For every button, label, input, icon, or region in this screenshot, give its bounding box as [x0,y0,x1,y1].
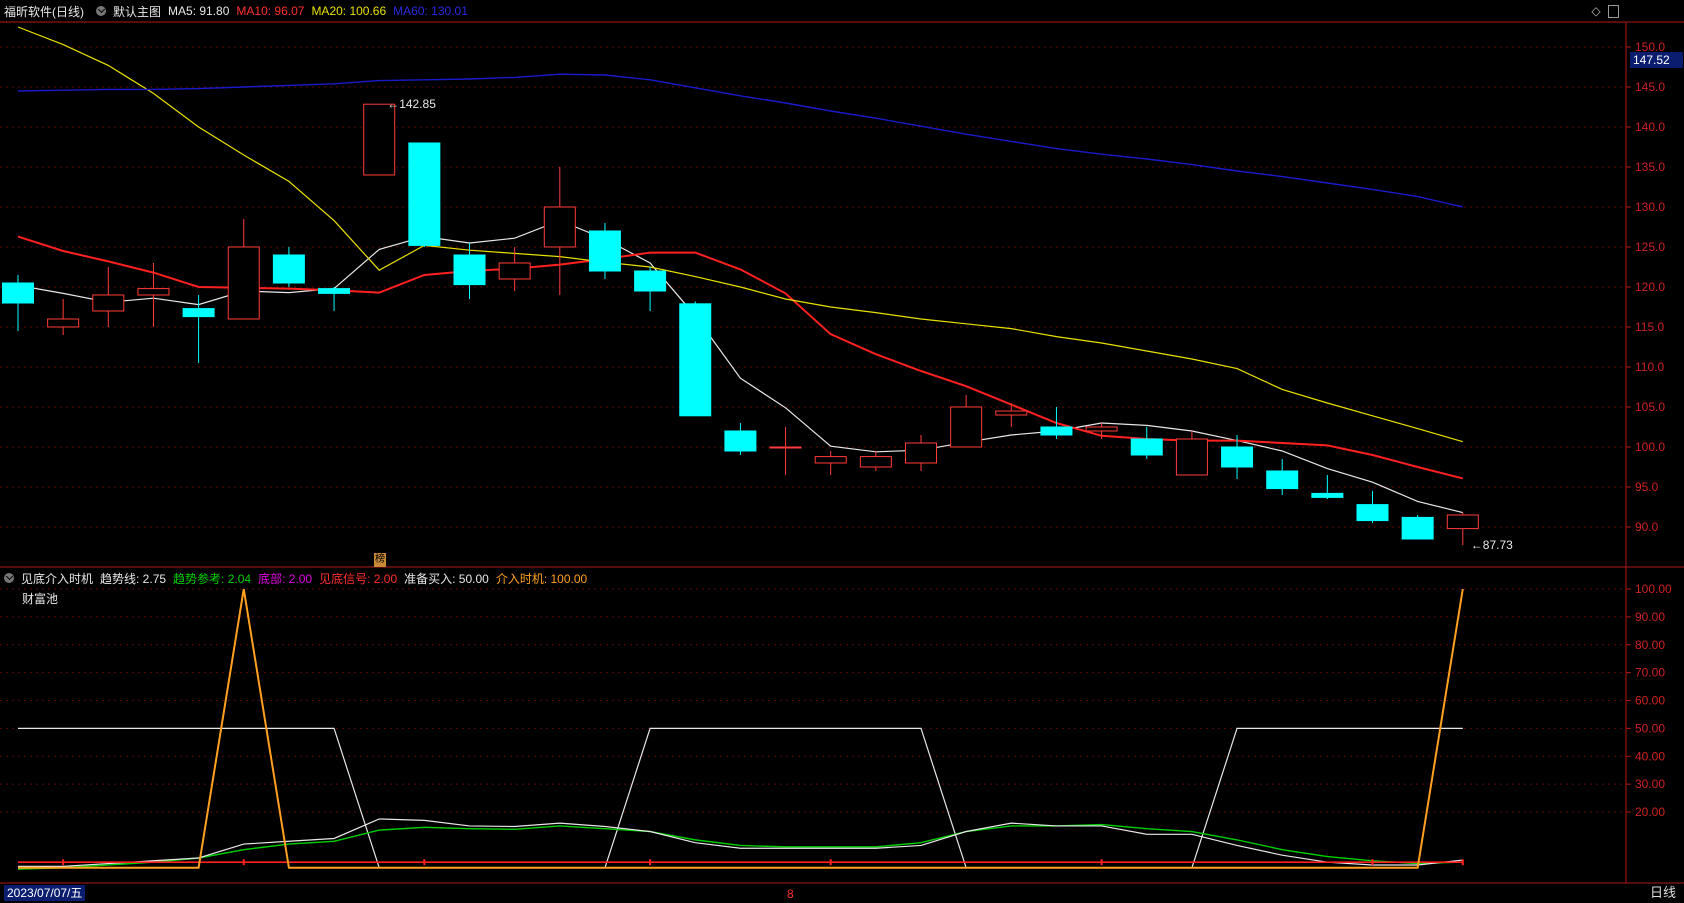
candle-body [724,430,757,452]
crosshair-date: 2023/07/07/五 [4,885,86,901]
candle-body [814,456,847,464]
prepare-buy-readout: 准备买入: 50.00 [404,571,489,586]
ma20-readout: MA20: 100.66 [311,4,387,18]
period-label[interactable]: 日线 [1649,885,1676,900]
candle-body [2,282,34,304]
candle-body [1356,504,1389,522]
bottom-readout: 底部: 2.00 [258,571,313,586]
candle-body [588,230,621,272]
candle-body [272,254,305,284]
sub-tick-label: 40.00 [1635,749,1665,763]
candle-body [543,206,576,248]
ma-line-ma60 [17,73,1463,208]
last-price-box: 147.52 [1630,52,1683,68]
window-restore-icon[interactable] [1608,5,1619,18]
sub-chart-header: 见底介入时机 趋势线: 2.75 趋势参考: 2.04 底部: 2.00 见底信… [0,567,594,589]
candle-body [634,270,667,292]
candle-body [1040,426,1073,436]
sub-tick-label: 90.00 [1635,610,1665,624]
main-tick-label: 110.0 [1635,360,1664,374]
candle-body [1130,438,1163,456]
candle-body [679,303,712,417]
main-tick-label: 90.0 [1635,520,1659,534]
sub-tick-label: 70.00 [1635,666,1665,680]
candle-body [950,406,983,448]
indicator-line [17,823,1463,870]
candle-body [1085,426,1118,432]
candle-body [1446,514,1479,530]
candle-body [363,103,396,176]
chevron-down-icon[interactable] [96,6,106,16]
candle-body [137,288,170,296]
chevron-down-icon[interactable] [4,573,14,583]
candle-body [498,262,531,280]
candle-body [92,294,125,312]
candle-body [1175,438,1208,476]
candle-body [453,254,486,286]
pool-label: 财富池 [22,592,59,606]
main-tick-label: 105.0 [1635,400,1665,414]
main-tick-label: 140.0 [1635,120,1665,134]
sub-tick-label: 50.00 [1635,721,1665,735]
ma60-readout: MA60: 130.01 [393,4,468,18]
main-tick-label: 120.0 [1635,280,1665,294]
candle-body [1266,470,1299,490]
candle-body [1401,516,1434,540]
main-tick-label: 95.0 [1635,480,1659,494]
diamond-icon[interactable]: ◇ [1591,4,1601,18]
main-tick-label: 100.0 [1635,440,1665,454]
sub-tick-label: 100.00 [1635,582,1672,596]
main-tick-label: 115.0 [1635,320,1664,334]
candle-body [859,456,892,468]
entry-time-readout: 介入时机: 100.00 [495,571,588,586]
indicator-line [18,588,1464,869]
stock-title: 福昕软件(日线) [4,4,84,19]
main-tick-label: 145.0 [1635,80,1665,94]
sub-tick-label: 80.00 [1635,638,1665,652]
candle-body [905,442,937,464]
candle-body [47,318,80,328]
indicator-line [18,727,1463,869]
main-chart-header: 福昕软件(日线) 默认主图 MA5: 91.80 MA10: 96.07 MA2… [0,0,475,22]
trend-ref-readout: 趋势参考: 2.04 [173,571,252,586]
candle-body [1221,446,1254,468]
candle-body [995,410,1028,416]
month-marker: 8 [787,887,794,901]
price-annotation: ←142.85 [387,97,436,111]
sub-tick-label: 20.00 [1635,805,1665,819]
candle-body [408,142,441,246]
trend-readout: 趋势线: 2.75 [100,571,167,586]
candle-body [1311,492,1344,498]
price-annotation: ←87.73 [1471,538,1513,552]
bottom-signal-readout: 见底信号: 2.00 [319,571,398,586]
main-tick-label: 135.0 [1635,160,1665,174]
main-indicator-label[interactable]: 默认主图 [113,4,162,19]
signal-marker: 榜 [374,553,386,567]
candle-body [318,288,351,294]
ma10-readout: MA10: 96.07 [236,4,305,18]
sub-tick-label: 60.00 [1635,694,1665,708]
sub-indicator-name[interactable]: 见底介入时机 [21,571,94,586]
candle-body [182,308,215,318]
main-tick-label: 150.0 [1635,40,1665,54]
ma5-readout: MA5: 91.80 [168,4,230,18]
main-tick-label: 130.0 [1635,200,1665,214]
ma-line-ma20 [17,26,1463,443]
candle-body [227,246,260,320]
sub-tick-label: 30.00 [1635,777,1665,791]
indicator-line [18,818,1463,867]
main-tick-label: 125.0 [1635,240,1665,254]
candle-body [769,446,802,449]
